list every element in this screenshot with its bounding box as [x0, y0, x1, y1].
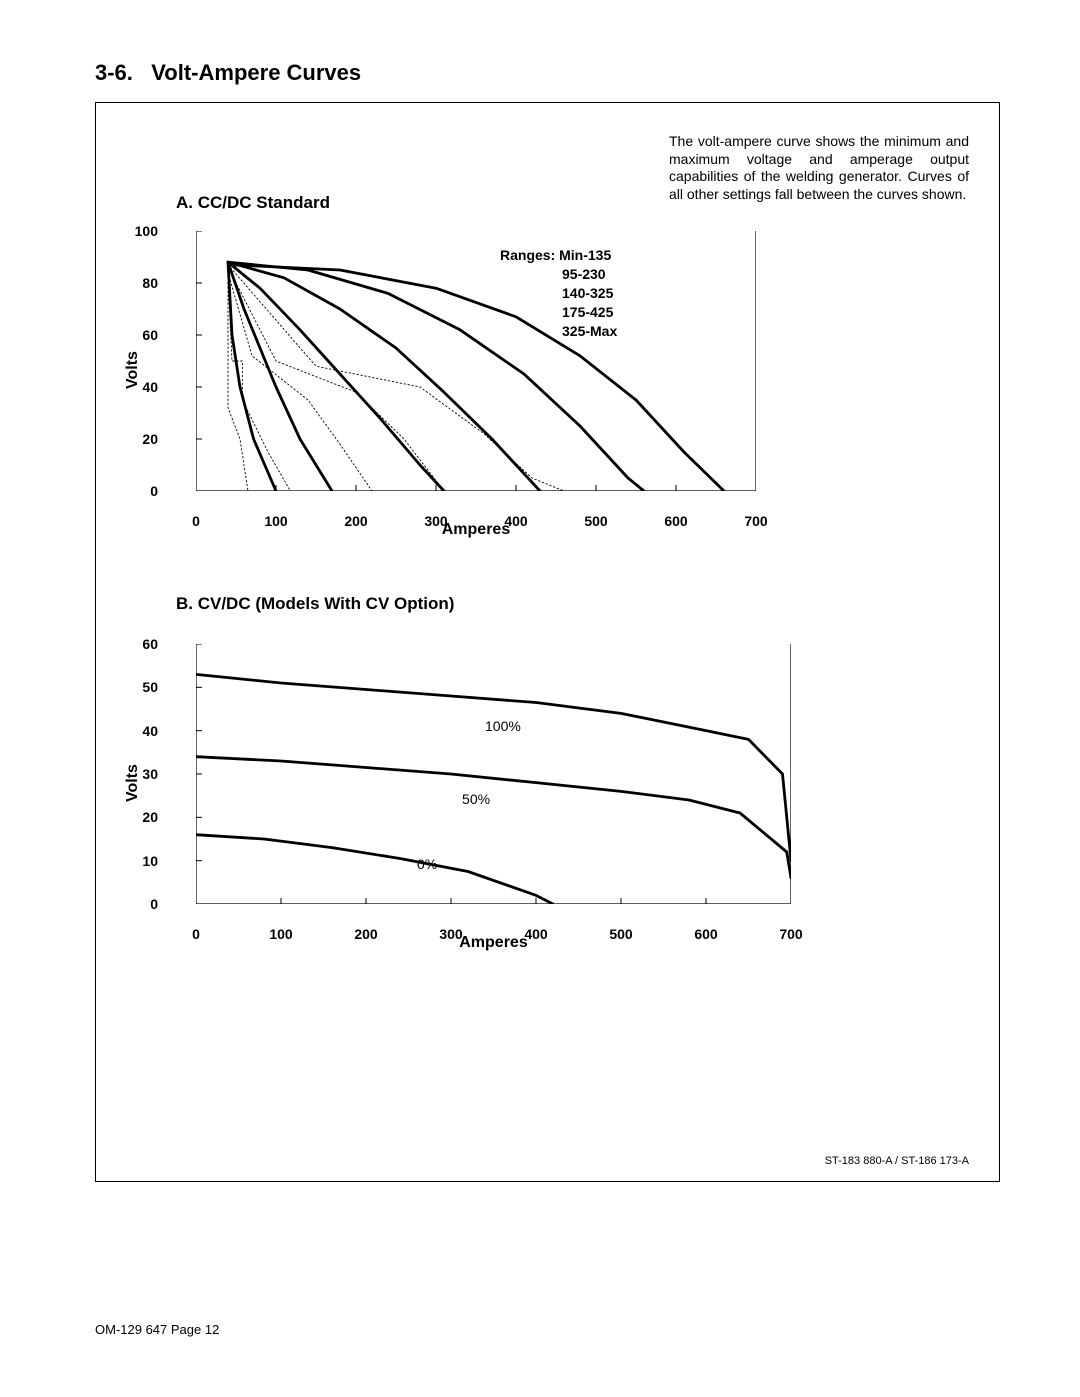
xtick-label: 300 [439, 926, 462, 942]
xtick-label: 200 [344, 513, 367, 529]
ranges-header: Ranges: Min-135 [500, 246, 617, 265]
xtick-label: 200 [354, 926, 377, 942]
ytick-label: 40 [142, 379, 158, 395]
chart-b-block: B. CV/DC (Models With CV Option) Volts 0… [136, 594, 969, 952]
ytick-label: 100 [135, 223, 158, 239]
ytick-label: 80 [142, 275, 158, 291]
range-item: 325-Max [500, 322, 617, 341]
curve-label: 0% [417, 856, 437, 872]
ytick-label: 20 [142, 809, 158, 825]
range-item: 140-325 [500, 284, 617, 303]
xtick-label: 400 [504, 513, 527, 529]
ytick-label: 0 [150, 896, 158, 912]
xtick-label: 500 [609, 926, 632, 942]
ytick-label: 40 [142, 723, 158, 739]
section-heading: 3-6. Volt-Ampere Curves [95, 60, 1000, 86]
chart-a-block: A. CC/DC Standard Volts 020406080100 010… [136, 193, 969, 539]
chart-a-ylabel: Volts [124, 351, 142, 389]
xtick-label: 700 [744, 513, 767, 529]
section-number: 3-6. [95, 60, 133, 85]
ytick-label: 10 [142, 853, 158, 869]
xtick-label: 500 [584, 513, 607, 529]
chart-b-title: B. CV/DC (Models With CV Option) [176, 594, 969, 614]
section-title-text: Volt-Ampere Curves [151, 60, 361, 85]
chart-b-plot: 0102030405060 0100200300400500600700 100… [196, 644, 791, 904]
chart-b-ylabel: Volts [124, 764, 142, 802]
ytick-label: 60 [142, 327, 158, 343]
ytick-label: 60 [142, 636, 158, 652]
ytick-label: 50 [142, 679, 158, 695]
xtick-label: 0 [192, 513, 200, 529]
xtick-label: 600 [664, 513, 687, 529]
xtick-label: 400 [524, 926, 547, 942]
chart-a-ranges-label: Ranges: Min-13595-230140-325175-425325-M… [500, 246, 617, 340]
chart-a-plot: 020406080100 0100200300400500600700 Rang… [196, 231, 756, 491]
xtick-label: 600 [694, 926, 717, 942]
curve-label: 50% [462, 791, 490, 807]
content-frame: The volt-ampere curve shows the minimum … [95, 102, 1000, 1182]
description-text: The volt-ampere curve shows the minimum … [669, 133, 969, 203]
reference-code: ST-183 880-A / ST-186 173-A [825, 1155, 969, 1167]
page-footer: OM-129 647 Page 12 [95, 1322, 219, 1337]
xtick-label: 100 [269, 926, 292, 942]
ytick-label: 30 [142, 766, 158, 782]
ytick-label: 20 [142, 431, 158, 447]
xtick-label: 0 [192, 926, 200, 942]
xtick-label: 100 [264, 513, 287, 529]
range-item: 95-230 [500, 265, 617, 284]
ytick-label: 0 [150, 483, 158, 499]
range-item: 175-425 [500, 303, 617, 322]
xtick-label: 700 [779, 926, 802, 942]
xtick-label: 300 [424, 513, 447, 529]
chart-b-svg [196, 644, 791, 904]
chart-a-svg [196, 231, 756, 491]
curve-label: 100% [485, 718, 521, 734]
